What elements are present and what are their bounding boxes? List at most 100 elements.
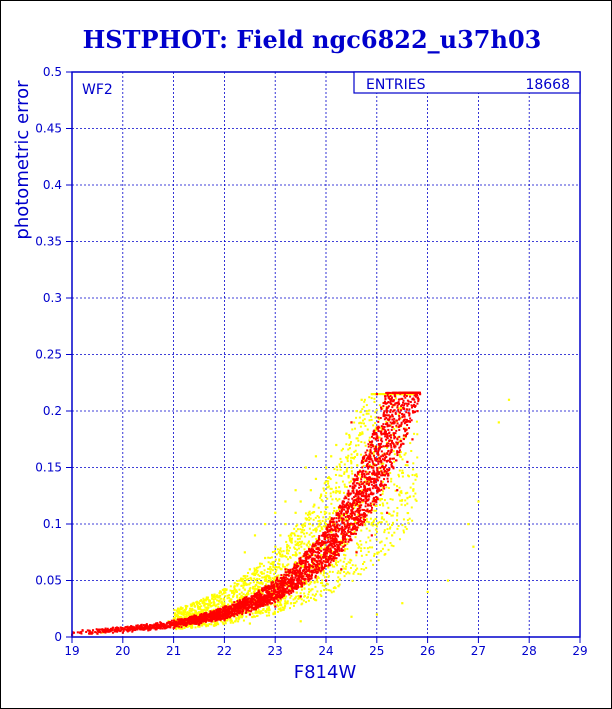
density-point [207,596,210,599]
density-point [334,530,337,533]
density-point [330,554,333,557]
density-point [281,555,284,558]
density-point [407,411,410,414]
density-point [233,586,236,589]
density-point [235,589,238,592]
density-point [231,603,234,606]
density-point [294,543,297,546]
density-point [325,561,328,564]
density-point [327,544,330,547]
density-point [261,582,264,585]
density-point [221,613,224,616]
density-point [305,532,308,535]
density-point [218,595,221,598]
density-point [143,628,146,631]
density-point [341,565,344,568]
density-point [391,433,394,436]
data-point [238,579,241,582]
density-point [307,546,310,549]
density-point [259,582,262,585]
density-point [389,471,392,474]
density-point [191,615,194,618]
density-point [136,626,139,629]
density-point [363,522,366,525]
density-point [396,422,399,425]
density-point [359,493,362,496]
data-point [264,556,267,560]
density-point [277,597,280,600]
density-point [397,407,400,410]
density-point [366,478,369,481]
density-point [383,544,386,547]
density-point [323,510,326,513]
density-point [232,621,235,624]
density-point [382,504,385,507]
density-point [172,617,175,620]
density-point [367,456,370,459]
density-point [211,595,214,598]
density-point [315,599,318,602]
density-point [376,487,379,490]
density-point [354,564,357,567]
density-point [337,584,340,587]
density-point [244,605,247,608]
density-point [296,538,299,541]
density-point [230,589,233,592]
density-point [188,609,191,612]
density-point [373,509,376,512]
density-point [400,490,403,493]
density-point [204,609,207,612]
density-point [322,548,325,551]
density-point [362,508,365,511]
density-point [245,610,248,613]
density-point [365,553,368,556]
density-point [204,599,207,602]
density-point [386,502,389,505]
density-point [259,612,262,615]
density-point [230,620,233,623]
density-point [378,466,381,469]
density-point [257,598,260,601]
density-point [409,393,412,396]
density-point [372,519,375,522]
density-point [384,395,387,398]
density-point [258,582,261,585]
density-point [385,416,388,419]
density-point [293,534,296,537]
density-point [309,551,312,554]
density-point [262,572,265,575]
density-point [176,616,179,619]
density-point [406,491,409,494]
density-point [287,568,290,571]
density-point [215,622,218,625]
density-point [270,568,273,571]
density-point [282,608,285,611]
density-point [376,426,379,429]
density-point [340,569,343,572]
density-point [318,524,321,527]
density-point [290,539,293,542]
density-point [389,526,392,529]
density-point [336,579,339,582]
density-point [249,610,252,613]
density-point [229,585,232,588]
density-point [235,590,238,593]
density-point [335,465,338,468]
density-point [350,510,353,513]
density-point [364,424,367,427]
density-point [95,628,98,631]
density-point [388,458,391,461]
density-point [283,565,286,568]
density-point [356,509,359,512]
density-point [235,613,238,616]
density-point [405,527,408,530]
density-point [230,601,233,604]
density-point [286,558,289,561]
density-point [170,619,173,622]
density-point [280,594,283,597]
density-point [219,590,222,593]
data-point [370,393,373,396]
density-point [272,565,275,568]
density-point [213,593,216,596]
density-point [322,535,325,538]
